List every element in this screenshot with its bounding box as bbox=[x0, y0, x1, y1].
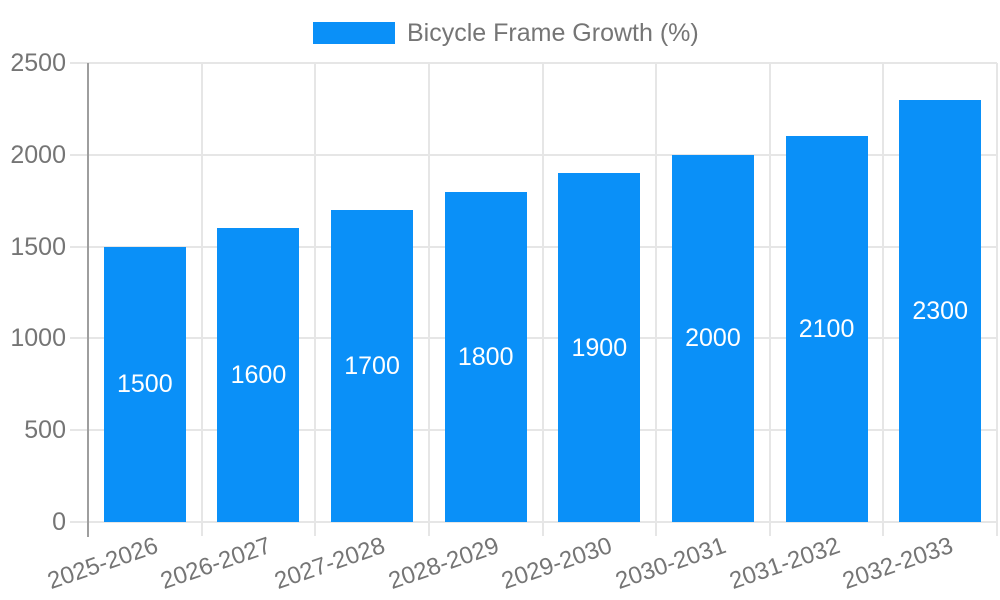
y-axis-tick-label: 1500 bbox=[10, 232, 66, 261]
x-gridline bbox=[768, 63, 771, 536]
bar-value-label: 1500 bbox=[117, 370, 173, 399]
y-gridline bbox=[70, 429, 997, 432]
bar-value-label: 2100 bbox=[798, 315, 855, 344]
legend[interactable]: Bicycle Frame Growth (%) bbox=[313, 20, 699, 46]
y-gridline bbox=[70, 521, 997, 523]
bar-value-label: 2000 bbox=[685, 324, 741, 353]
bar-2031-2032[interactable]: 2100 bbox=[785, 136, 868, 522]
x-gridline bbox=[200, 63, 203, 536]
bar-2025-2026[interactable]: 1500 bbox=[103, 246, 186, 522]
legend-swatch bbox=[313, 22, 395, 44]
y-gridline bbox=[70, 62, 997, 64]
x-gridline bbox=[541, 63, 544, 536]
bar-value-label: 1700 bbox=[344, 351, 400, 380]
y-axis-tick-label: 0 bbox=[52, 508, 66, 536]
y-gridline bbox=[70, 245, 997, 248]
bar-value-label: 1900 bbox=[571, 333, 628, 362]
bar-2027-2028[interactable]: 1700 bbox=[331, 209, 414, 522]
y-axis-line bbox=[87, 63, 89, 537]
x-gridline bbox=[655, 63, 658, 536]
y-gridline bbox=[70, 337, 997, 340]
y-axis-tick-label: 1000 bbox=[10, 324, 66, 353]
y-gridline bbox=[70, 153, 997, 156]
bar-2026-2027[interactable]: 1600 bbox=[217, 228, 300, 522]
y-axis-tick-label: 500 bbox=[24, 416, 66, 445]
bar-2028-2029[interactable]: 1800 bbox=[444, 191, 527, 522]
bar-2032-2033[interactable]: 2300 bbox=[899, 99, 982, 522]
bar-value-label: 2300 bbox=[912, 296, 968, 325]
y-axis-tick-label: 2000 bbox=[10, 140, 66, 169]
bar-value-label: 1600 bbox=[230, 361, 287, 390]
bar-value-label: 1800 bbox=[457, 342, 514, 371]
y-axis-tick-label: 2500 bbox=[10, 49, 66, 77]
x-gridline bbox=[996, 63, 998, 536]
x-gridline bbox=[882, 63, 885, 536]
legend-label: Bicycle Frame Growth (%) bbox=[407, 19, 699, 47]
x-gridline bbox=[427, 63, 430, 536]
x-gridline bbox=[314, 63, 317, 536]
bar-2029-2030[interactable]: 1900 bbox=[558, 173, 641, 522]
bar-2030-2031[interactable]: 2000 bbox=[671, 154, 754, 522]
